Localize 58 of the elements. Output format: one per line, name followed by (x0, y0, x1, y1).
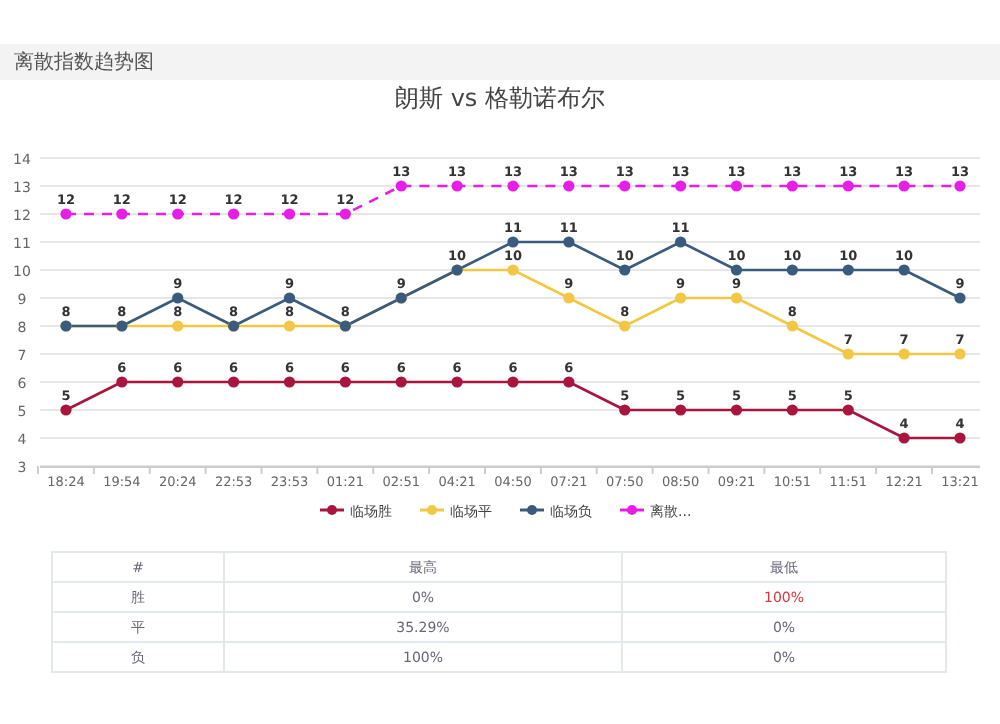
point (507, 236, 519, 248)
point (283, 320, 296, 332)
point (842, 404, 854, 416)
point (730, 180, 743, 192)
point (675, 292, 687, 304)
point (786, 404, 798, 416)
point (339, 208, 351, 220)
point (507, 264, 519, 276)
point (563, 236, 575, 248)
point (563, 292, 575, 304)
point (675, 404, 687, 416)
point (898, 348, 910, 360)
point (228, 208, 240, 220)
point (283, 208, 296, 220)
chart-title: 朗斯 vs 格勒诺布尔 (395, 84, 605, 112)
point (507, 180, 519, 192)
point (730, 292, 743, 304)
point (786, 264, 798, 276)
point (619, 404, 631, 416)
point (619, 180, 631, 192)
point (228, 376, 240, 388)
point (675, 236, 687, 248)
point (954, 432, 966, 444)
point (786, 320, 798, 332)
point (172, 376, 184, 388)
point (563, 180, 575, 192)
point (60, 208, 72, 220)
point (842, 348, 854, 360)
point (60, 404, 72, 416)
point (116, 376, 128, 388)
point (451, 180, 463, 192)
text: 离散指数趋势图 (14, 50, 154, 74)
point (172, 292, 184, 304)
point (675, 180, 687, 192)
point (898, 180, 910, 192)
point (451, 376, 463, 388)
point (283, 292, 296, 304)
point (395, 180, 407, 192)
point (954, 180, 966, 192)
point (842, 180, 854, 192)
point (730, 264, 743, 276)
point (619, 320, 631, 332)
point (898, 264, 910, 276)
point (507, 376, 519, 388)
point (283, 376, 296, 388)
point (563, 376, 575, 388)
point (172, 208, 184, 220)
point (786, 180, 798, 192)
point (898, 432, 910, 444)
point (954, 348, 966, 360)
point (954, 292, 966, 304)
point (842, 264, 854, 276)
point (619, 264, 631, 276)
point (172, 320, 184, 332)
point (730, 404, 743, 416)
point (116, 208, 128, 220)
point (395, 376, 407, 388)
point (339, 376, 351, 388)
